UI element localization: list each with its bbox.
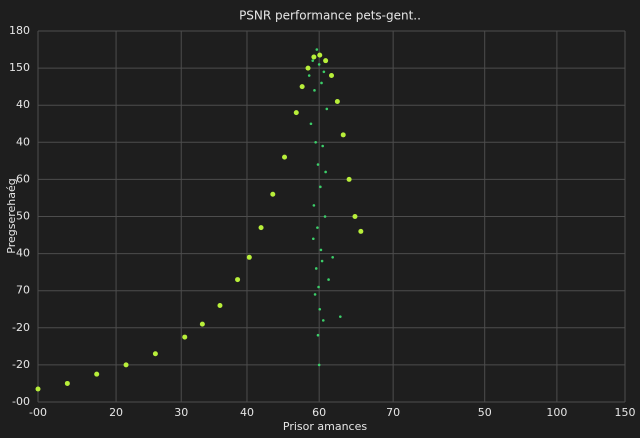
point <box>123 362 129 368</box>
point <box>317 363 321 367</box>
point <box>327 278 330 281</box>
point <box>320 259 324 263</box>
y-axis-label: Pregserehaég <box>5 178 18 253</box>
point <box>317 285 320 289</box>
point <box>64 380 70 386</box>
point <box>325 107 329 111</box>
point <box>340 132 346 138</box>
point <box>352 214 358 219</box>
y-tick-label: 40 <box>16 98 30 111</box>
point <box>316 163 320 166</box>
point <box>316 333 320 337</box>
point <box>314 141 317 144</box>
y-tick-label: 150 <box>9 61 30 74</box>
point <box>323 215 327 218</box>
point <box>339 315 342 318</box>
x-tick-label: 60 <box>312 406 326 419</box>
point <box>235 277 241 283</box>
point <box>246 254 252 260</box>
point <box>313 293 317 296</box>
point <box>305 65 311 71</box>
point <box>258 225 264 231</box>
y-tick-label: 50 <box>16 210 30 223</box>
point <box>312 204 316 207</box>
point <box>293 110 299 116</box>
point <box>321 144 324 148</box>
x-tick-label: -00 <box>29 406 47 419</box>
point <box>299 84 305 90</box>
y-tick-label: 40 <box>16 135 30 148</box>
point <box>321 319 325 322</box>
point <box>319 185 322 189</box>
point <box>316 226 319 229</box>
point <box>315 48 319 51</box>
point <box>94 371 100 377</box>
point <box>324 170 327 174</box>
point <box>199 321 205 327</box>
point <box>331 256 334 259</box>
point <box>318 307 322 311</box>
point <box>314 267 318 270</box>
chart-title: PSNR performance pets-gent.. <box>239 9 421 23</box>
y-tick-label: 60 <box>16 172 30 185</box>
point <box>323 58 329 64</box>
x-tick-label: 50 <box>478 406 492 419</box>
y-tick-label: -20 <box>12 358 30 371</box>
point <box>319 248 323 252</box>
x-tick-label: 30 <box>174 406 188 419</box>
point <box>320 81 323 85</box>
y-tick-label: -20 <box>12 321 30 334</box>
x-tick-label: 40 <box>240 406 254 419</box>
y-tick-label: -00 <box>12 395 30 408</box>
point <box>307 74 311 77</box>
point <box>35 386 41 392</box>
x-tick-label: 20 <box>109 406 123 419</box>
point <box>309 122 313 126</box>
point <box>152 351 158 357</box>
point <box>329 73 334 79</box>
point <box>182 334 188 340</box>
point <box>312 237 315 241</box>
point <box>217 303 223 309</box>
point <box>313 89 316 92</box>
x-tick-label: 150 <box>615 406 636 419</box>
point <box>358 228 364 234</box>
y-tick-label: 40 <box>16 247 30 260</box>
point <box>282 154 288 160</box>
point <box>311 54 317 60</box>
point <box>270 191 276 197</box>
y-tick-label: 70 <box>16 284 30 297</box>
point <box>311 59 315 62</box>
x-axis-label: Prisor amances <box>283 420 367 433</box>
x-tick-label: 100 <box>546 406 567 419</box>
y-tick-label: 180 <box>9 24 30 37</box>
point <box>334 98 340 104</box>
x-tick-label: 70 <box>386 406 400 419</box>
point <box>317 52 323 58</box>
point <box>346 176 352 182</box>
point <box>322 70 326 74</box>
point <box>317 63 321 66</box>
